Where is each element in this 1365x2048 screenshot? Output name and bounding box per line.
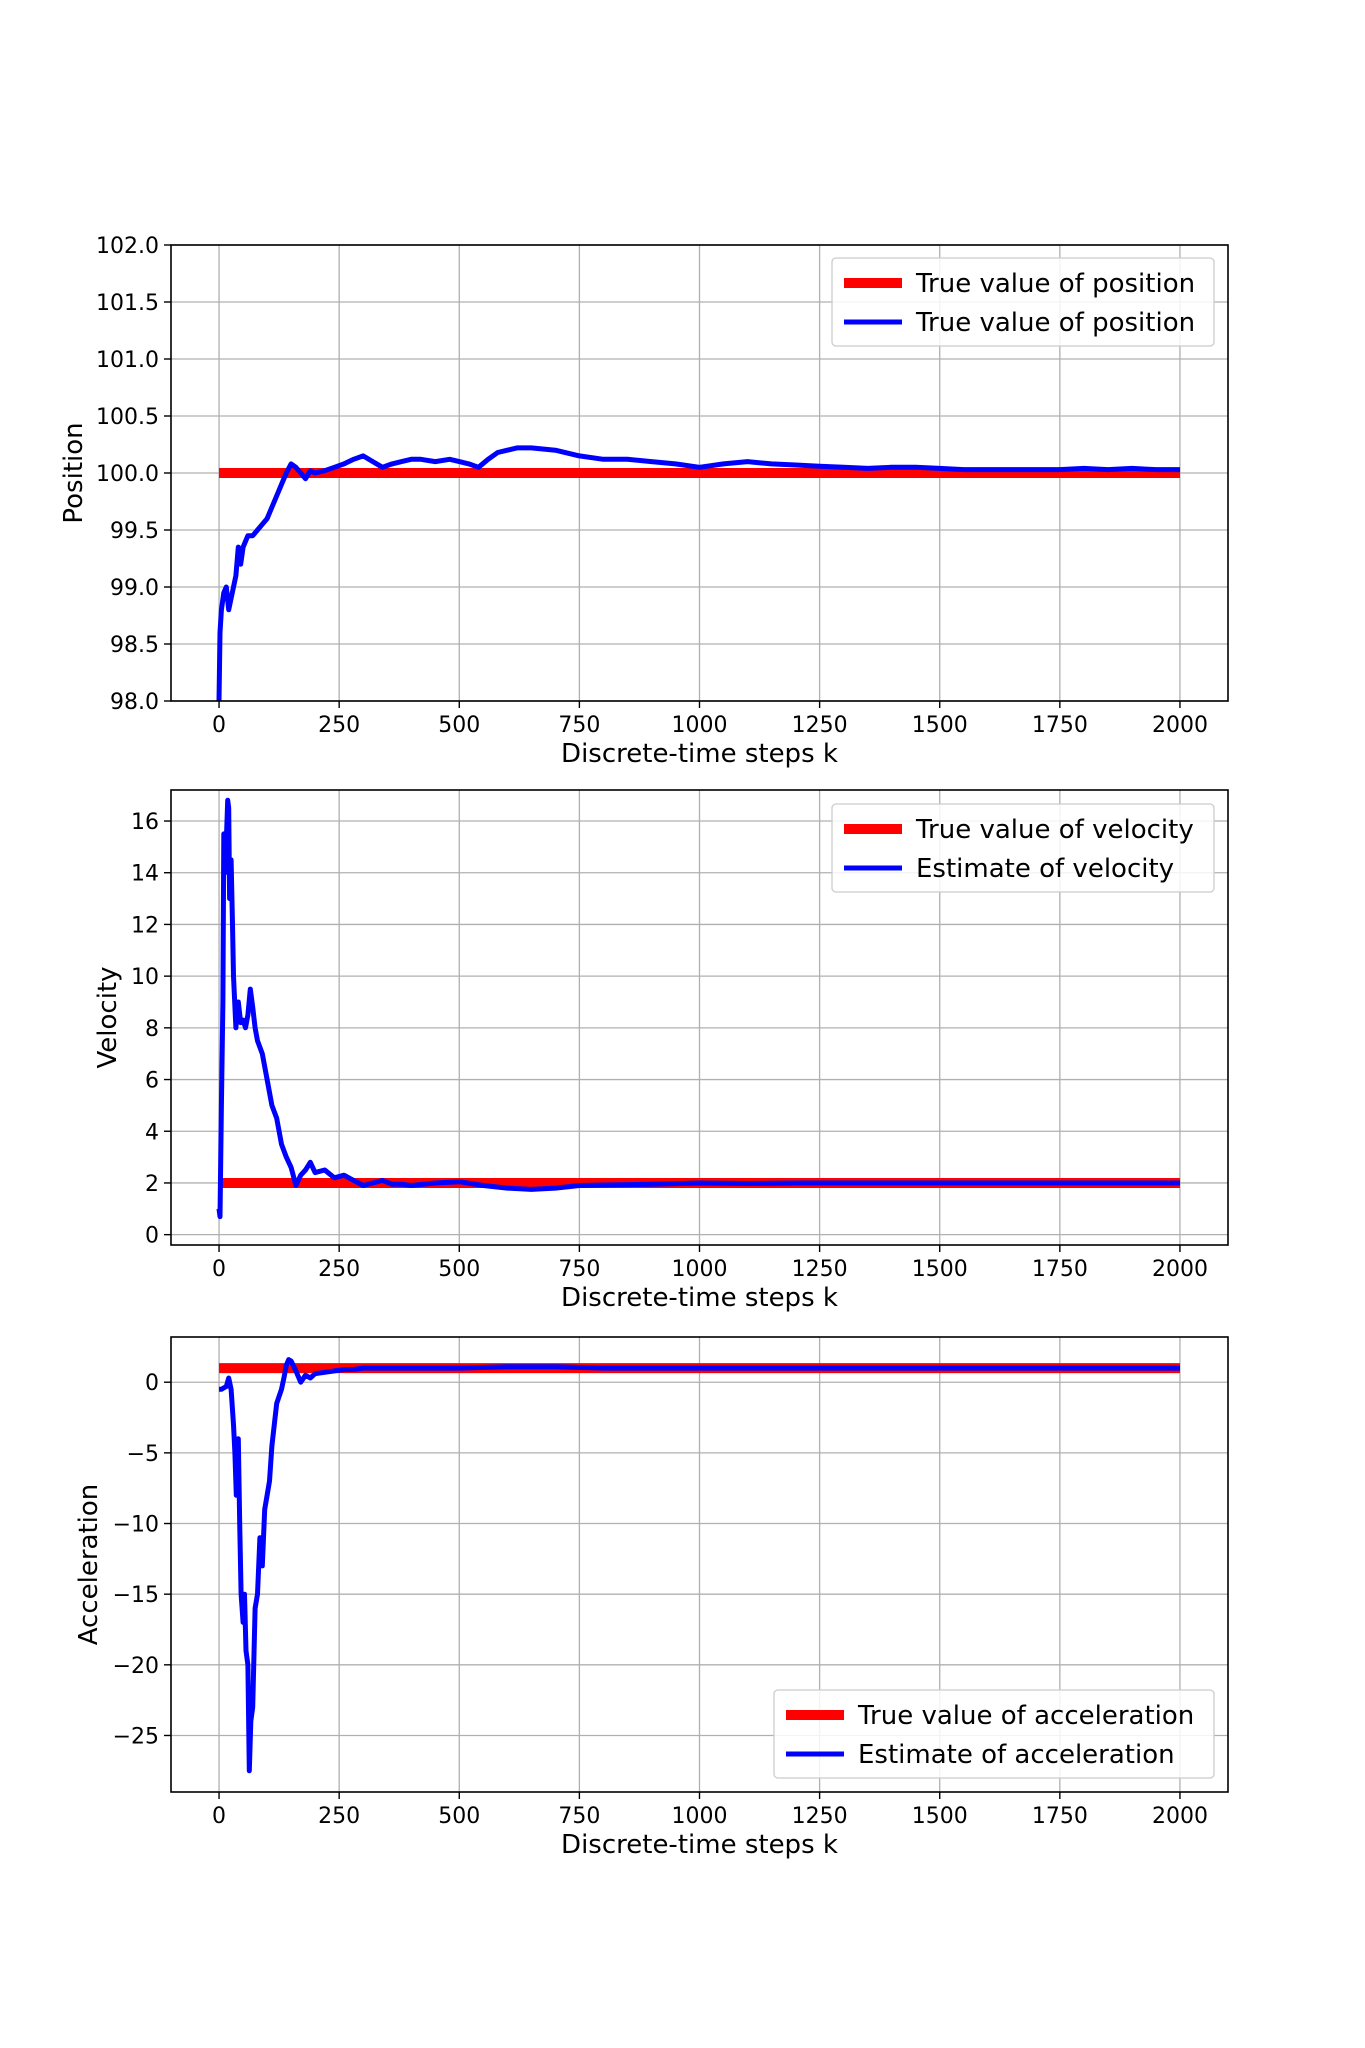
x-tick-label: 1250 <box>792 713 848 738</box>
x-tick-label: 1250 <box>792 1804 848 1829</box>
x-tick-label: 0 <box>212 1257 226 1282</box>
y-tick-label: 12 <box>131 913 159 938</box>
acceleration-estimate-line <box>218 1357 1180 1774</box>
x-tick-label: 250 <box>318 1804 360 1829</box>
y-tick-label: 14 <box>131 862 159 887</box>
velocity-estimate-line <box>216 797 1180 1220</box>
position-estimate-line <box>216 445 1180 702</box>
y-tick-label: 16 <box>131 810 159 835</box>
legend-box <box>773 1689 1215 1779</box>
legend-label: Estimate of velocity <box>916 854 1174 884</box>
x-axis-label: Discrete-time steps k <box>561 739 838 769</box>
x-tick-label: 1000 <box>672 713 728 738</box>
x-tick-label: 1750 <box>1032 1257 1088 1282</box>
y-tick-label: −15 <box>113 1583 159 1608</box>
x-tick-label: 2000 <box>1152 713 1208 738</box>
y-tick-label: 6 <box>145 1069 159 1094</box>
legend-label: True value of position <box>915 269 1195 299</box>
y-tick-label: 2 <box>145 1172 159 1197</box>
y-tick-label: −10 <box>113 1513 159 1538</box>
x-tick-label: 750 <box>558 1804 600 1829</box>
x-tick-label: 0 <box>212 713 226 738</box>
y-tick-label: 98.5 <box>110 633 159 658</box>
x-tick-label: 500 <box>438 713 480 738</box>
y-tick-label: 101.0 <box>96 348 159 373</box>
x-tick-label: 1750 <box>1032 1804 1088 1829</box>
x-tick-label: 500 <box>438 1257 480 1282</box>
acceleration-grid <box>171 1337 1228 1792</box>
acceleration-chart: 0 250 500 750 1000 1250 1500 1750 2000 0 −5 −10 −15 −… <box>74 1336 1229 1860</box>
velocity-chart: 0 250 500 750 1000 1250 1500 1750 2000 0 2 4 6 8 10 12 1… <box>93 789 1229 1313</box>
x-tick-label: 1500 <box>912 713 968 738</box>
x-tick-label: 500 <box>438 1804 480 1829</box>
y-tick-label: 100.0 <box>96 462 159 487</box>
y-tick-label: 99.5 <box>110 519 159 544</box>
position-legend: True value of position True value of posi… <box>831 257 1215 347</box>
legend-label: True value of velocity <box>915 815 1194 845</box>
velocity-legend: True value of velocity Estimate of veloci… <box>831 803 1215 893</box>
y-tick-label: 101.5 <box>96 291 159 316</box>
position-chart: 0 250 500 750 1000 1250 1500 1750 2000 98.0 98.5 99… <box>59 234 1229 769</box>
x-tick-label: 1000 <box>672 1257 728 1282</box>
y-tick-label: −25 <box>113 1724 159 1749</box>
x-tick-label: 0 <box>212 1804 226 1829</box>
x-tick-label: 2000 <box>1152 1257 1208 1282</box>
x-tick-label: 1750 <box>1032 713 1088 738</box>
legend-box <box>831 803 1215 893</box>
y-axis-label: Velocity <box>93 967 123 1069</box>
legend-label: True value of position <box>915 308 1195 338</box>
x-tick-label: 750 <box>558 713 600 738</box>
y-tick-label: 4 <box>145 1120 159 1145</box>
y-axis-label: Position <box>59 422 89 523</box>
y-tick-label: 10 <box>131 965 159 990</box>
y-tick-label: −5 <box>127 1442 159 1467</box>
x-tick-label: 250 <box>318 1257 360 1282</box>
x-tick-label: 1250 <box>792 1257 848 1282</box>
x-tick-label: 750 <box>558 1257 600 1282</box>
x-tick-label: 2000 <box>1152 1804 1208 1829</box>
y-tick-label: 98.0 <box>110 690 159 715</box>
legend-label: True value of acceleration <box>857 1701 1194 1731</box>
legend-box <box>831 257 1215 347</box>
x-tick-label: 250 <box>318 713 360 738</box>
x-axis-label: Discrete-time steps k <box>561 1830 838 1860</box>
y-tick-label: 102.0 <box>96 234 159 259</box>
x-tick-label: 1000 <box>672 1804 728 1829</box>
y-tick-label: 99.0 <box>110 576 159 601</box>
y-axis-label: Acceleration <box>74 1484 104 1646</box>
acceleration-legend: True value of acceleration Estimate of ac… <box>773 1689 1215 1779</box>
legend-label: Estimate of acceleration <box>858 1740 1175 1770</box>
x-axis-label: Discrete-time steps k <box>561 1283 838 1313</box>
y-tick-label: 8 <box>145 1017 159 1042</box>
x-tick-label: 1500 <box>912 1257 968 1282</box>
y-tick-label: 0 <box>145 1371 159 1396</box>
x-tick-label: 1500 <box>912 1804 968 1829</box>
y-tick-label: 100.5 <box>96 405 159 430</box>
y-tick-label: 0 <box>145 1224 159 1249</box>
y-tick-label: −20 <box>113 1654 159 1679</box>
